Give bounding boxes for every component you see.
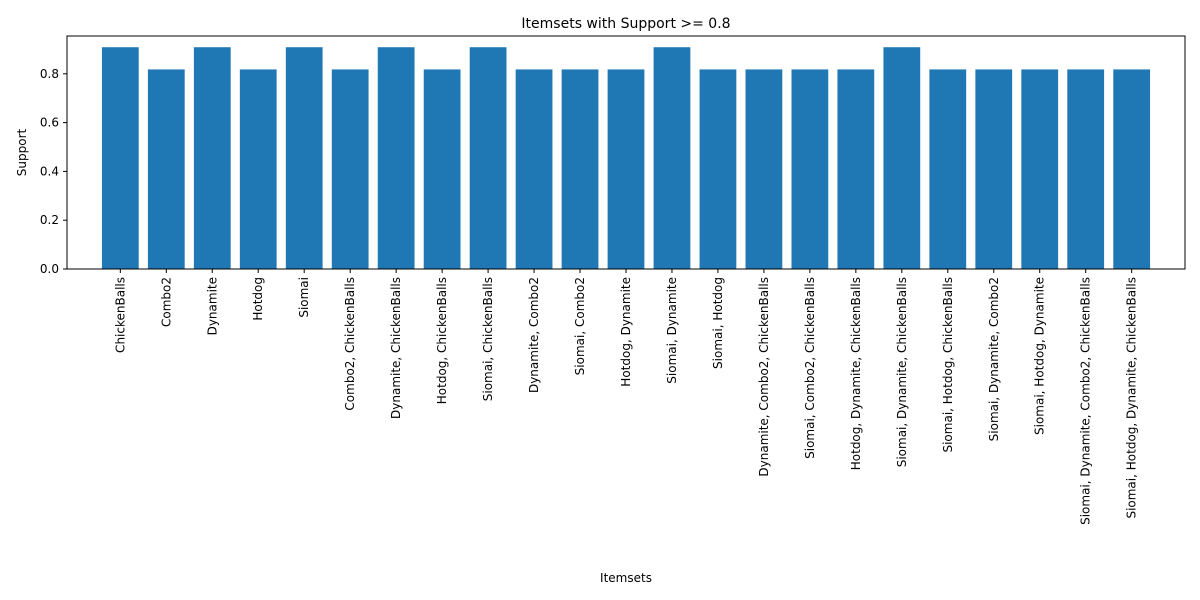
y-tick-label: 0.0 [40,262,59,276]
x-tick-label: Dynamite, Combo2, ChickenBalls [757,277,771,477]
chart-title: Itemsets with Support >= 0.8 [521,16,730,32]
x-tick-label: Siomai [297,277,311,318]
x-tick-label: Siomai, Dynamite, ChickenBalls [895,277,909,467]
x-tick-label: Siomai, Hotdog, Dynamite, ChickenBalls [1125,277,1139,519]
bar [147,69,185,269]
bar [423,69,461,269]
x-tick-label: Siomai, ChickenBalls [481,277,495,401]
x-tick-label: Siomai, Hotdog, ChickenBalls [941,277,955,453]
x-axis-title: Itemsets [600,571,652,585]
x-tick-label: Siomai, Combo2, ChickenBalls [803,277,817,459]
bar [331,69,369,269]
bar [929,69,967,269]
x-tick-label: Dynamite, ChickenBalls [389,277,403,419]
x-tick-label: Combo2, ChickenBalls [343,277,357,411]
bar [1113,69,1151,269]
bars-group [101,47,1151,269]
bar [561,69,599,269]
bar [239,69,277,269]
bar [883,47,921,269]
x-tick-label: Hotdog [251,277,265,321]
bar [193,47,231,269]
bar [745,69,783,269]
bar [699,69,737,269]
x-tick-label: Siomai, Dynamite, Combo2 [987,277,1001,441]
x-tick-label: Siomai, Hotdog, Dynamite [1033,277,1047,435]
x-tick-label: Dynamite, Combo2 [527,277,541,393]
y-tick-label: 0.8 [40,67,59,81]
y-tick-label: 0.2 [40,213,59,227]
x-tick-label: Siomai, Dynamite [665,277,679,384]
y-tick-label: 0.6 [40,116,59,130]
bar [791,69,829,269]
bar [377,47,415,269]
bar [653,47,691,269]
x-axis: ChickenBalls Combo2 Dynamite Hotdog Siomai Co… [113,269,1139,525]
bar [607,69,645,269]
bar [469,47,507,269]
bar [1067,69,1105,269]
bar [101,47,139,269]
x-tick-label: Siomai, Combo2 [573,277,587,375]
bar [285,47,323,269]
x-tick-label: Combo2 [159,277,173,327]
bar [975,69,1013,269]
bar [837,69,875,269]
x-tick-label: Hotdog, ChickenBalls [435,277,449,404]
y-tick-label: 0.4 [40,164,59,178]
x-tick-label: Hotdog, Dynamite, ChickenBalls [849,277,863,470]
y-axis-title: Support [15,128,29,176]
y-axis: 0.0 0.2 0.4 0.6 0.8 [40,67,67,276]
x-tick-label: Dynamite [205,277,219,335]
bar [1021,69,1059,269]
x-tick-label: Siomai, Dynamite, Combo2, ChickenBalls [1079,277,1093,525]
bar [515,69,553,269]
plot-frame [66,35,1186,270]
x-tick-label: ChickenBalls [113,277,127,353]
x-tick-label: Hotdog, Dynamite [619,277,633,387]
x-tick-label: Siomai, Hotdog [711,277,725,369]
